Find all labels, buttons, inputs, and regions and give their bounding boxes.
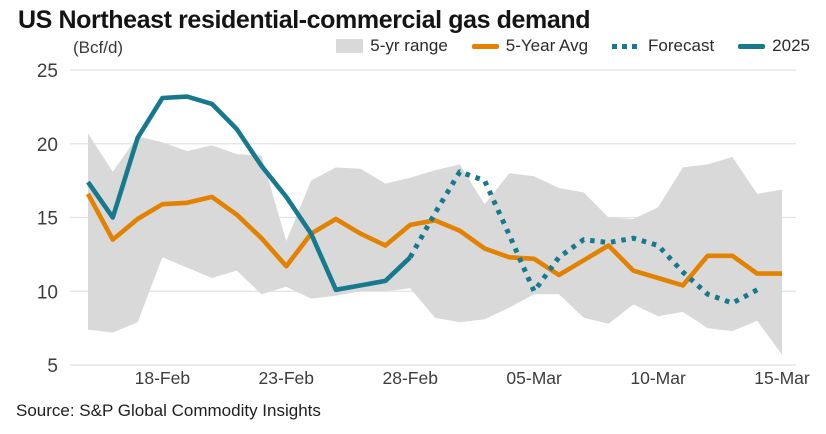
line-2025 xyxy=(86,94,412,293)
x-tick-label: 15-Mar xyxy=(754,368,810,388)
forecast-dots-swatch-icon xyxy=(612,43,642,49)
range-swatch-icon xyxy=(336,39,364,53)
line-5-year-avg xyxy=(85,192,782,288)
legend-label: Forecast xyxy=(648,36,715,55)
legend-item-5yr-range: 5-yr range xyxy=(336,36,448,56)
avg-line-swatch-icon xyxy=(471,43,499,49)
y-tick-label: 20 xyxy=(37,135,58,156)
x-tick-label: 23-Feb xyxy=(259,368,314,388)
line-forecast xyxy=(408,169,759,306)
legend-label: 5-yr range xyxy=(370,36,448,55)
band-5yr-range xyxy=(88,133,782,355)
x-tick-label: 28-Feb xyxy=(382,368,437,388)
page-title: US Northeast residential-commercial gas … xyxy=(18,6,591,34)
legend: 5-yr range 5-Year Avg Forecast 2025 xyxy=(336,36,810,56)
y-tick-label: 25 xyxy=(37,61,58,82)
y-tick-label: 15 xyxy=(37,209,58,230)
source-attribution: Source: S&P Global Commodity Insights xyxy=(16,401,321,420)
subhead-row: (Bcf/d) 5-yr range 5-Year Avg Forecast 2… xyxy=(0,36,826,60)
legend-label: 5-Year Avg xyxy=(505,36,589,55)
x-tick-label: 05-Mar xyxy=(506,368,562,388)
legend-item-forecast: Forecast xyxy=(612,36,714,56)
legend-item-5year-avg: 5-Year Avg xyxy=(471,36,589,56)
line-2025-swatch-icon xyxy=(738,43,766,49)
y-tick-label: 10 xyxy=(37,282,58,303)
y-tick-label: 5 xyxy=(47,356,58,377)
x-tick-label: 10-Mar xyxy=(630,368,686,388)
x-tick-label: 18-Feb xyxy=(135,368,190,388)
legend-item-2025: 2025 xyxy=(738,36,810,56)
y-axis-units-label: (Bcf/d) xyxy=(73,38,124,57)
legend-label: 2025 xyxy=(772,36,810,55)
